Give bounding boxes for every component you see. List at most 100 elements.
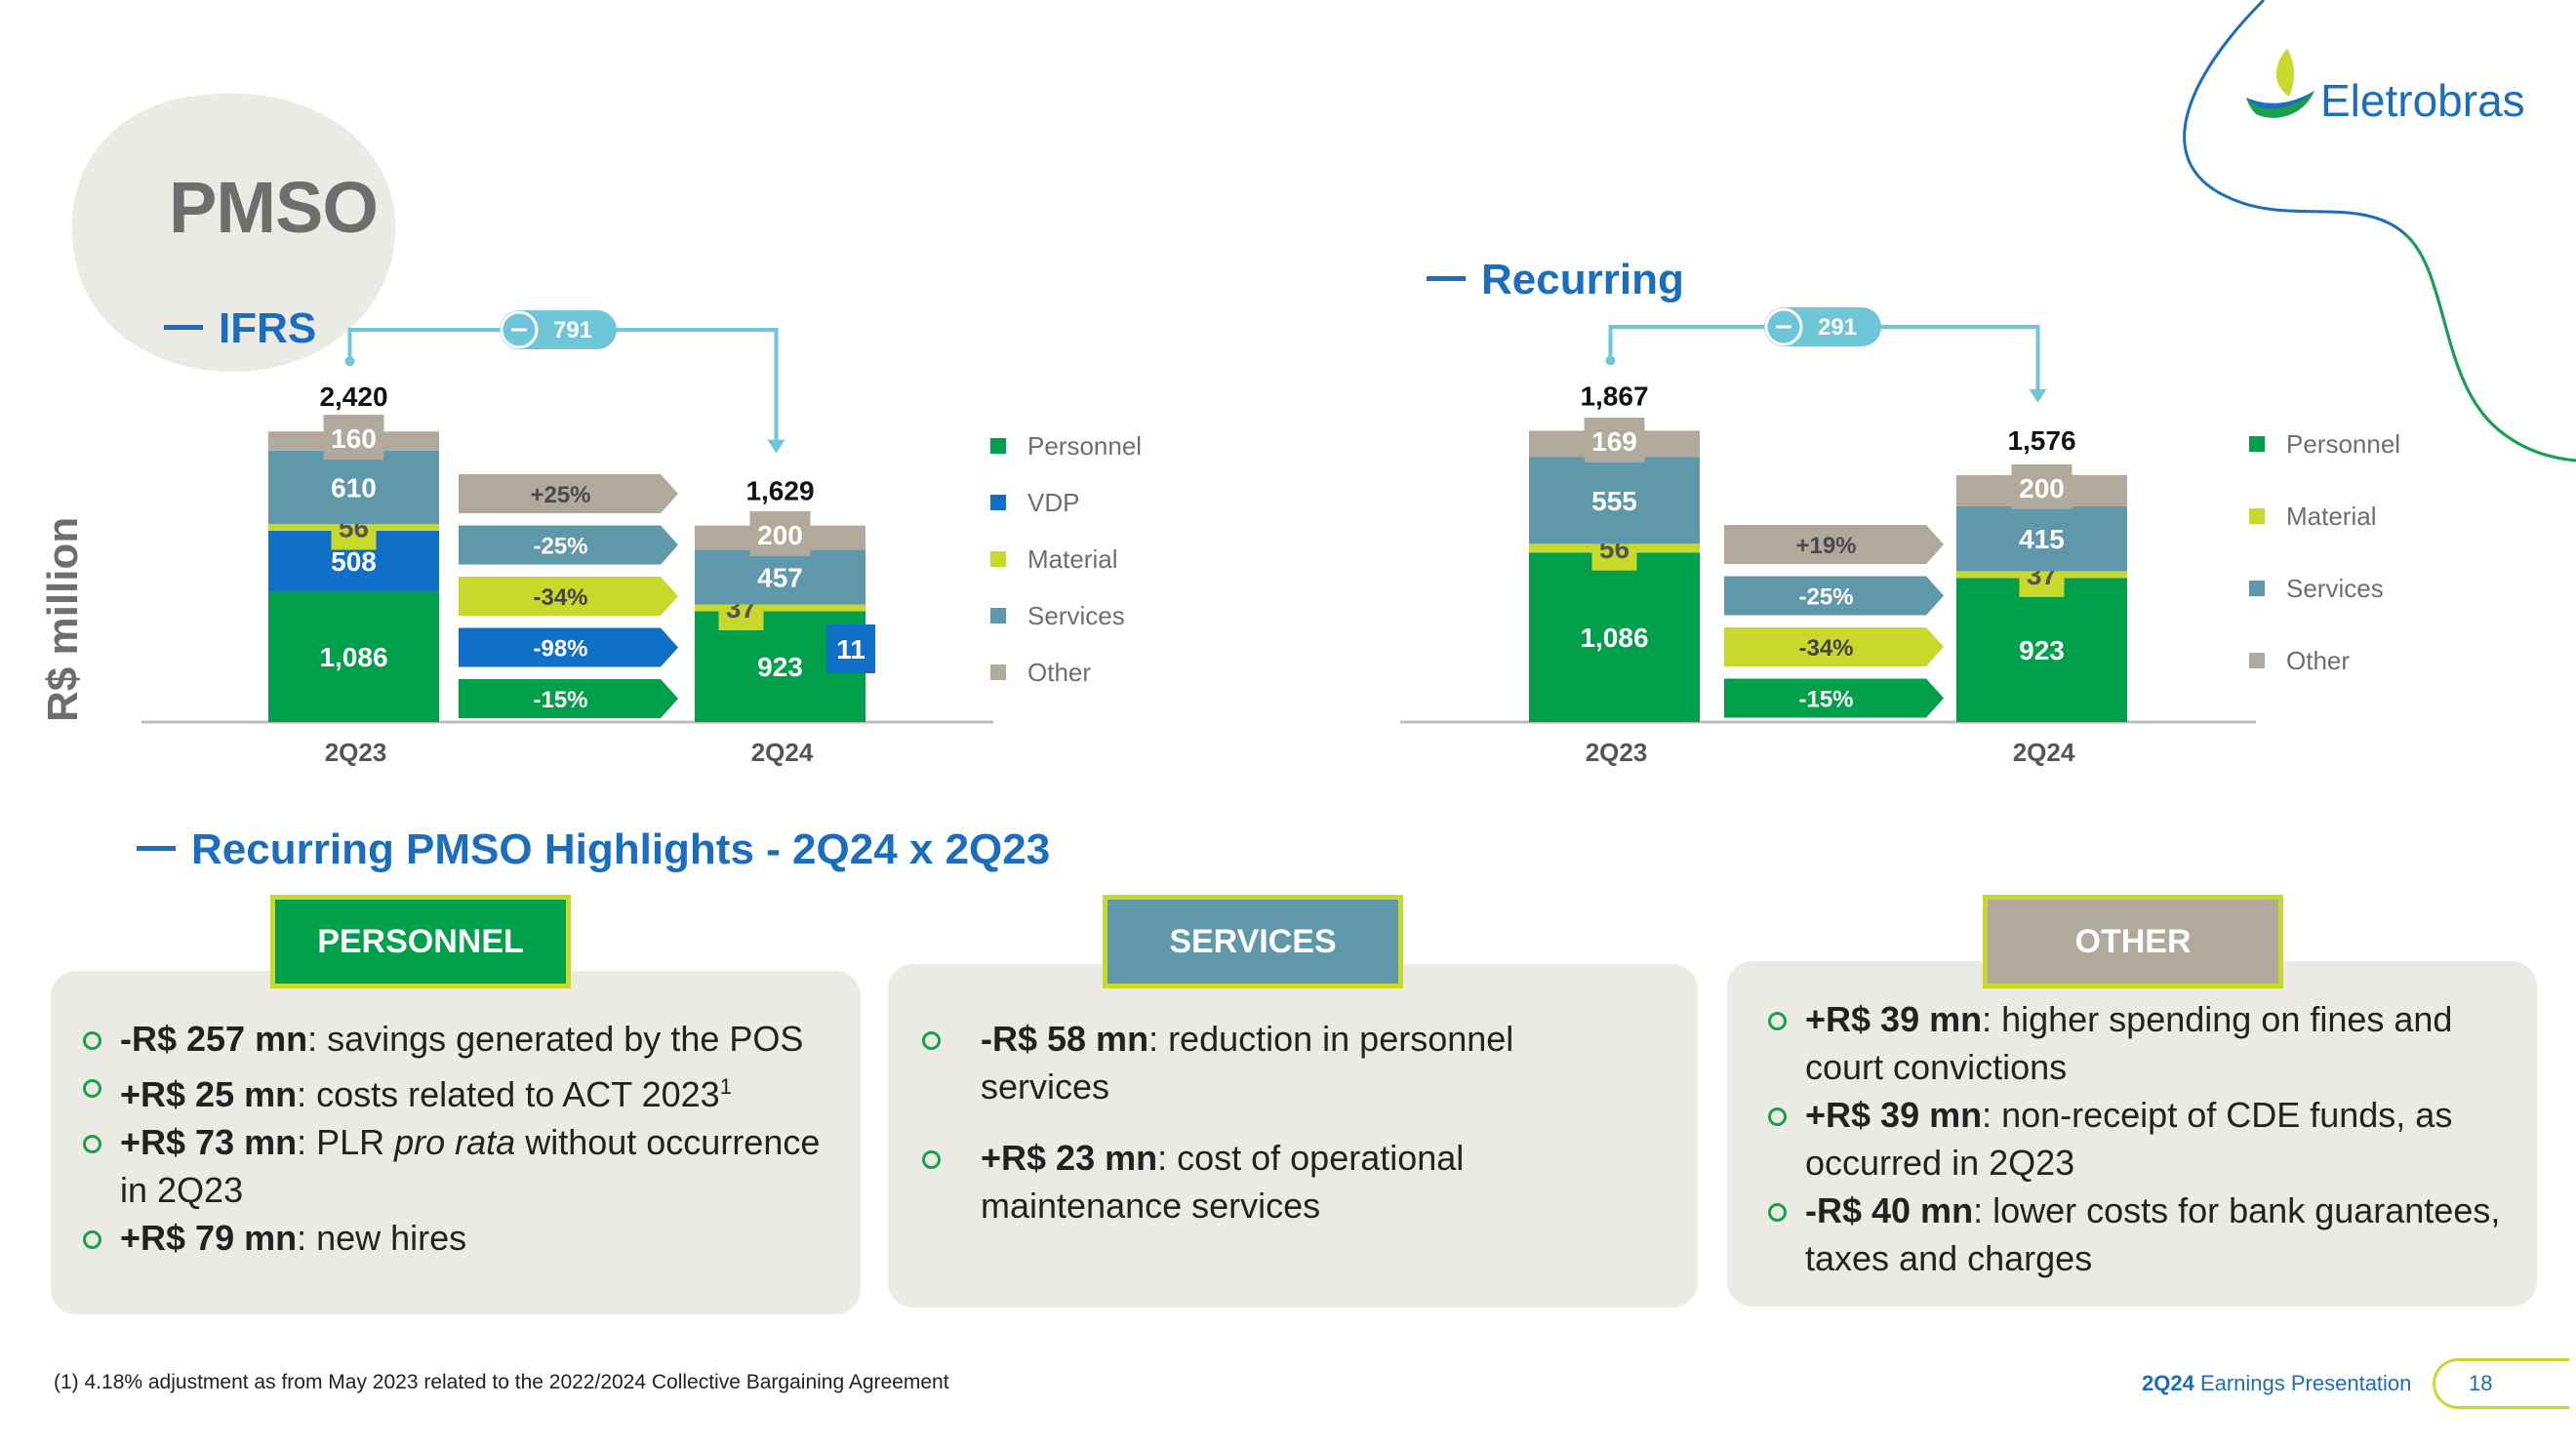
bar-total-label: 1,629 — [745, 476, 814, 506]
legend-label: Other — [1027, 658, 1092, 687]
variation-label: -34% — [1798, 635, 1853, 662]
category-label-2q24: 2Q24 — [751, 738, 814, 767]
legend-label: Services — [1027, 601, 1125, 630]
highlight-item: +R$ 23 mn: cost of operational maintenan… — [922, 1134, 1605, 1229]
bar-value-label: 555 — [1591, 486, 1637, 516]
bar-value-label: 1,086 — [1580, 623, 1648, 653]
highlight-amount: +R$ 25 mn — [120, 1074, 298, 1114]
page-title: PMSO — [169, 167, 379, 248]
footnote-ref: 1 — [719, 1074, 732, 1099]
chart-0-plot: 1,086508566101602,4202Q2392311374572001,… — [141, 310, 993, 767]
legend-swatch — [990, 664, 1006, 681]
title-dash — [1427, 275, 1466, 281]
other-value-tag — [749, 510, 811, 556]
highlight-text: : non-receipt of CDE funds, as occurred … — [1805, 1095, 2453, 1183]
personnel-card — [51, 971, 861, 1314]
services-badge: SERVICES — [1103, 895, 1403, 988]
bar-material-2q24 — [695, 604, 865, 612]
highlight-item: -R$ 58 mn: reduction in personnel servic… — [922, 1015, 1605, 1110]
bar-value-label: 923 — [2019, 635, 2065, 665]
bar-value-label: 11 — [836, 634, 865, 664]
bar-services-2q24 — [1956, 505, 2127, 572]
variation-label: -15% — [1798, 687, 1853, 713]
page-number: 18 — [2469, 1371, 2493, 1395]
bar-value-label: 610 — [331, 472, 377, 503]
category-label-2q23: 2Q23 — [325, 738, 387, 767]
difference-value: 291 — [1818, 314, 1857, 341]
ifrs-chart: 1,086508566101602,4202Q2392311374572001,… — [141, 310, 993, 767]
services-highlights-list: -R$ 58 mn: reduction in personnel servic… — [922, 1015, 1605, 1229]
bullet-circle-icon — [1768, 1012, 1787, 1030]
decorative-curve — [2183, 0, 2576, 463]
legend-swatch — [2249, 436, 2265, 453]
legend-item-material: Material — [2249, 502, 2376, 532]
highlights-title: Recurring PMSO Highlights - 2Q24 x 2Q23 — [137, 825, 1050, 874]
variation-label: -15% — [533, 687, 587, 713]
bullet-circle-icon — [83, 1135, 101, 1153]
other-highlights-list: +R$ 39 mn: higher spending on fines and … — [1768, 995, 2510, 1282]
bullet-circle-icon — [83, 1230, 101, 1249]
ifrs-title: IFRS — [164, 304, 316, 353]
legend-swatch — [990, 495, 1006, 511]
footer-label: Earnings Presentation — [2194, 1371, 2412, 1395]
legend-label: Material — [1027, 544, 1118, 574]
recurring-title-text: Recurring — [1481, 256, 1684, 303]
legend-swatch — [990, 438, 1006, 455]
other-value-tag — [2011, 463, 2073, 509]
variation-arrow — [459, 627, 678, 667]
legend-label: Material — [2286, 502, 2377, 531]
legend-item-services: Services — [2249, 574, 2384, 604]
variation-label: -98% — [533, 636, 587, 663]
variation-arrow — [1724, 576, 1944, 616]
legend-swatch — [2249, 581, 2265, 597]
legend-label: Personnel — [2286, 429, 2401, 459]
bullet-circle-icon — [1768, 1107, 1787, 1126]
variation-arrow — [1724, 627, 1944, 666]
bar-personnel-2q23 — [268, 591, 439, 722]
highlight-text: without occurrence in 2Q23 — [120, 1122, 821, 1210]
other-value-tag — [1584, 417, 1645, 463]
highlight-amount: -R$ 257 mn — [120, 1019, 308, 1059]
bar-services-2q23 — [1529, 457, 1700, 544]
other-value-tag — [323, 415, 384, 461]
legend-item-other: Other — [990, 658, 1091, 688]
title-dash — [137, 845, 176, 851]
legend-swatch — [990, 608, 1006, 624]
ifrs-title-text: IFRS — [219, 304, 317, 352]
legend-swatch — [2249, 653, 2265, 669]
category-label-2q23: 2Q23 — [1586, 738, 1648, 767]
footer-presentation-label: 2Q24 Earnings Presentation — [2142, 1371, 2411, 1396]
highlight-item: +R$ 73 mn: PLR pro rata without occurren… — [83, 1118, 854, 1214]
highlight-amount: +R$ 39 mn — [1805, 999, 1983, 1039]
highlight-item: +R$ 39 mn: higher spending on fines and … — [1768, 995, 2510, 1091]
legend-item-material: Material — [990, 544, 1117, 575]
variation-label: +25% — [530, 482, 590, 508]
legend-label: Other — [2286, 646, 2351, 675]
connector-start-dot — [344, 356, 355, 367]
highlight-amount: -R$ 58 mn — [981, 1019, 1149, 1059]
logo-mark-icon — [2246, 49, 2314, 118]
legend-label: VDP — [1027, 488, 1080, 517]
bar-total-label: 1,576 — [2007, 425, 2075, 456]
vdp-value-tag — [826, 624, 875, 673]
chart-1-plot: 1,086565551691,8672Q23923374152001,5762Q… — [1400, 307, 2256, 767]
personnel-highlights-list: -R$ 257 mn: savings generated by the POS… — [83, 1015, 854, 1262]
bar-value-label: 415 — [2019, 524, 2065, 554]
variation-arrow — [459, 679, 678, 718]
highlight-item: +R$ 25 mn: costs related to ACT 20231 — [83, 1063, 854, 1118]
recurring-title: Recurring — [1427, 256, 1684, 304]
highlight-text: : new hires — [297, 1218, 467, 1258]
highlight-text: : lower costs for bank guarantees, taxes… — [1805, 1190, 2501, 1278]
highlight-item: -R$ 257 mn: savings generated by the POS — [83, 1015, 854, 1063]
variation-label: -25% — [1798, 584, 1853, 611]
variation-label: +19% — [1795, 533, 1856, 559]
footer-strong: 2Q24 — [2142, 1371, 2194, 1395]
legend-item-other: Other — [2249, 646, 2350, 676]
services-card — [888, 964, 1698, 1308]
bullet-circle-icon — [83, 1079, 101, 1098]
variation-arrow — [459, 577, 678, 616]
bar-total-label: 1,867 — [1580, 381, 1648, 411]
variation-label: -34% — [533, 584, 587, 611]
highlight-text: : higher spending on fines and court con… — [1805, 999, 2453, 1087]
highlight-text: : PLR — [297, 1122, 395, 1162]
